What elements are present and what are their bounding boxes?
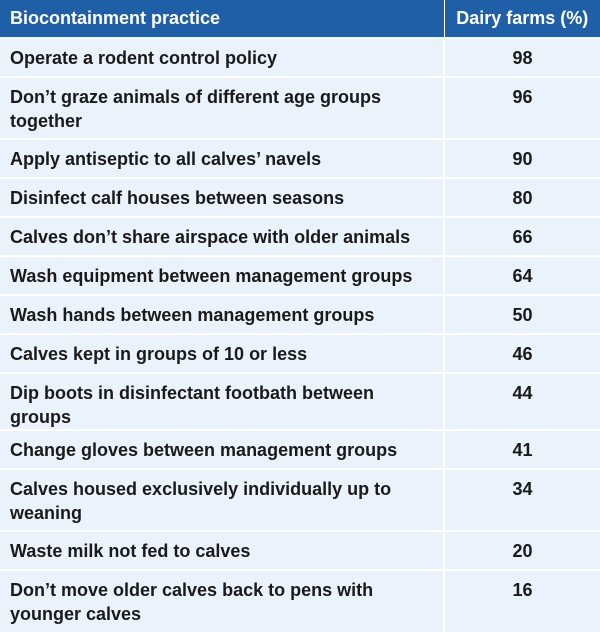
percent-cell: 96 (443, 76, 600, 139)
table-row: Calves kept in groups of 10 or less 46 (0, 333, 600, 373)
percent-cell: 34 (443, 468, 600, 531)
practice-cell: Waste milk not fed to calves (0, 530, 444, 570)
percent-cell: 80 (443, 177, 600, 217)
table-row: Disinfect calf houses between seasons 80 (0, 177, 600, 217)
percent-cell: 20 (443, 530, 600, 570)
percent-cell: 46 (443, 333, 600, 373)
table-row: Calves housed exclusively individually u… (0, 468, 600, 531)
percent-cell: 16 (443, 569, 600, 632)
percent-cell: 90 (443, 138, 600, 178)
practice-cell: Wash hands between management groups (0, 294, 444, 334)
table-row: Apply antiseptic to all calves’ navels 9… (0, 138, 600, 178)
table-row: Waste milk not fed to calves 20 (0, 530, 600, 570)
practice-cell: Calves don’t share airspace with older a… (0, 216, 444, 256)
practice-cell: Calves kept in groups of 10 or less (0, 333, 444, 373)
practice-cell: Apply antiseptic to all calves’ navels (0, 138, 444, 178)
practice-cell: Operate a rodent control policy (0, 37, 444, 77)
table-row: Calves don’t share airspace with older a… (0, 216, 600, 256)
practice-cell: Calves housed exclusively individually u… (0, 468, 444, 531)
table-row: Dip boots in disinfectant footbath betwe… (0, 372, 600, 430)
header-dairy-farms-percent: Dairy farms (%) (443, 0, 600, 38)
table-header-row: Biocontainment practice Dairy farms (%) (0, 0, 600, 38)
practice-cell: Wash equipment between management groups (0, 255, 444, 295)
practice-cell: Don’t graze animals of different age gro… (0, 76, 444, 139)
percent-cell: 66 (443, 216, 600, 256)
percent-cell: 44 (443, 372, 600, 430)
practice-cell: Change gloves between management groups (0, 429, 444, 469)
table-row: Wash hands between management groups 50 (0, 294, 600, 334)
table-row: Don’t move older calves back to pens wit… (0, 569, 600, 632)
practice-cell: Don’t move older calves back to pens wit… (0, 569, 444, 632)
practice-cell: Disinfect calf houses between seasons (0, 177, 444, 217)
table-row: Don’t graze animals of different age gro… (0, 76, 600, 139)
practice-cell: Dip boots in disinfectant footbath betwe… (0, 372, 444, 430)
table-row: Operate a rodent control policy 98 (0, 37, 600, 77)
percent-cell: 64 (443, 255, 600, 295)
percent-cell: 41 (443, 429, 600, 469)
header-practice: Biocontainment practice (10, 8, 221, 28)
percent-cell: 50 (443, 294, 600, 334)
percent-cell: 98 (443, 37, 600, 77)
table-row: Change gloves between management groups … (0, 429, 600, 469)
table-row: Wash equipment between management groups… (0, 255, 600, 295)
